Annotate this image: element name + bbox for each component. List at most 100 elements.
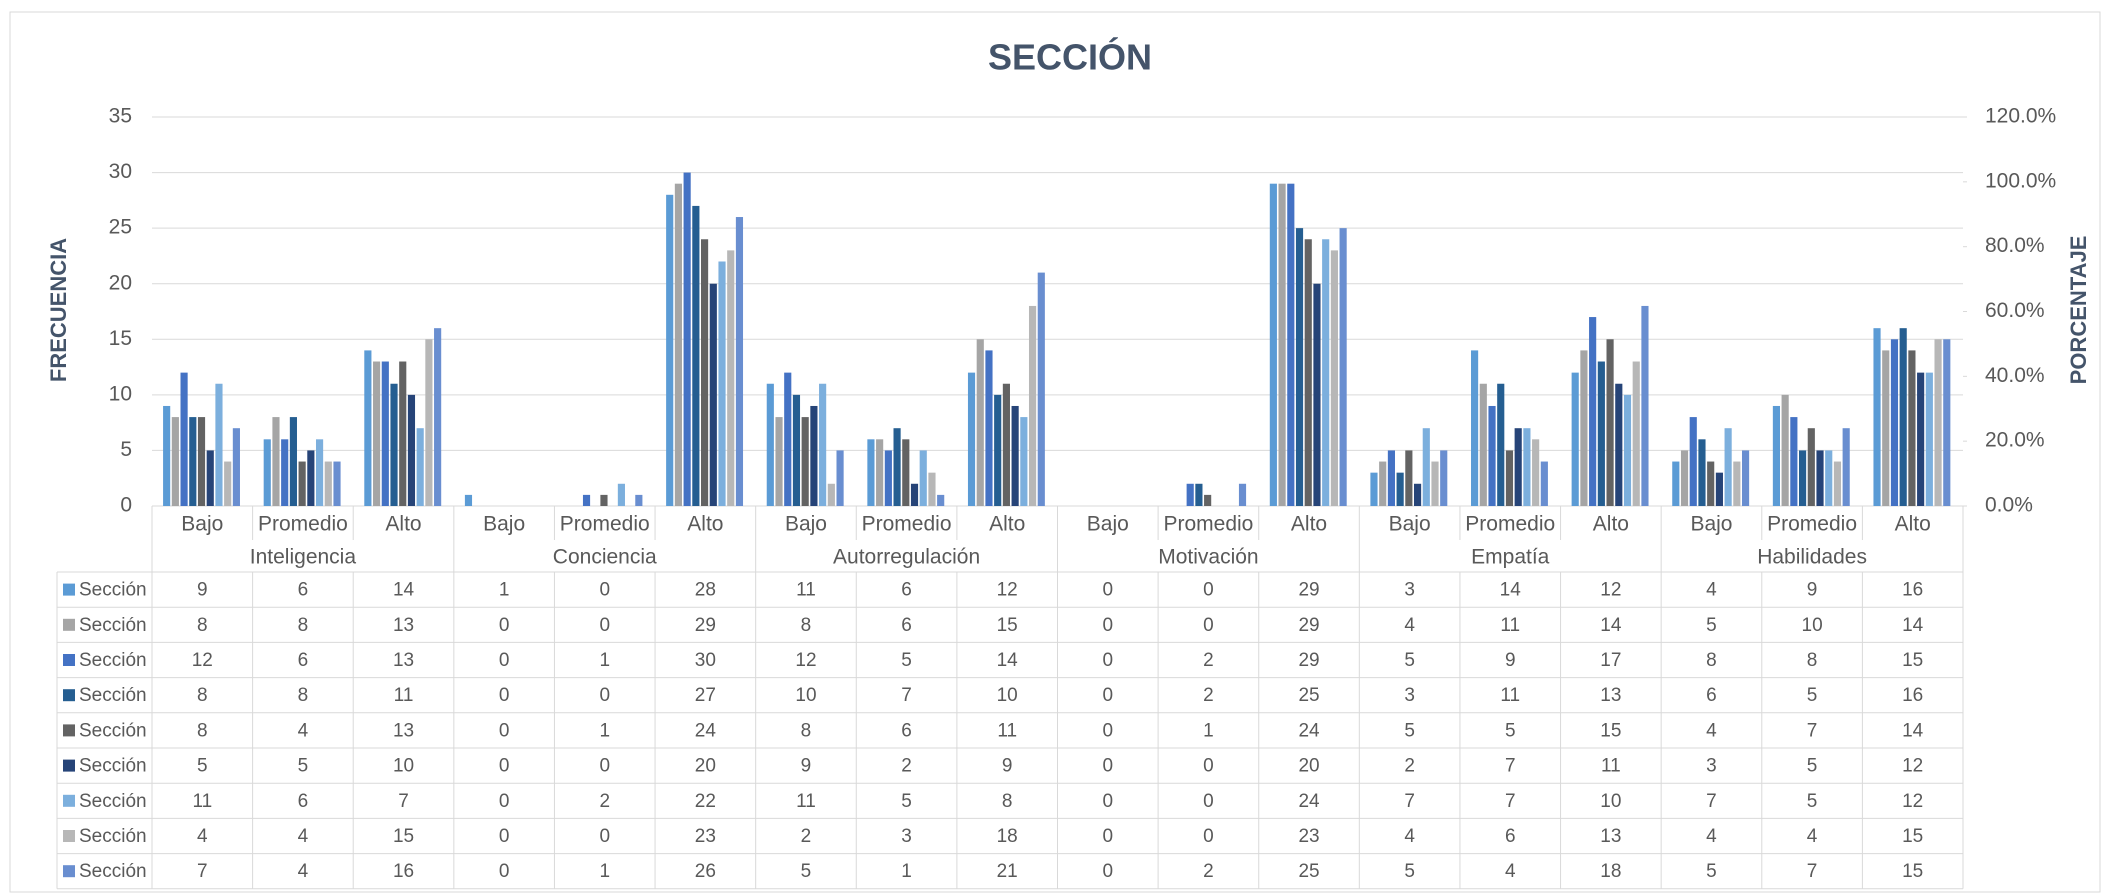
bar	[1833, 461, 1842, 506]
table-value: 11	[394, 685, 414, 706]
bar	[876, 439, 884, 506]
table-value: 0	[1103, 685, 1114, 706]
bar	[709, 283, 717, 506]
bar	[307, 450, 315, 506]
table-value: 30	[695, 650, 716, 671]
table-value: 20	[1298, 756, 1319, 777]
table-value: 29	[695, 615, 716, 636]
bar	[692, 205, 700, 506]
table-value: 14	[1902, 615, 1924, 636]
table-value: 24	[1298, 720, 1320, 741]
table-value: 3	[1404, 685, 1415, 706]
bar	[298, 461, 306, 506]
table-value: 2	[1203, 861, 1214, 882]
bar	[836, 450, 844, 506]
bar	[1698, 439, 1706, 506]
table-value: 7	[901, 685, 912, 706]
bar	[197, 417, 206, 506]
table-value: 8	[197, 720, 208, 741]
table-value: 6	[901, 580, 912, 601]
table-value: 0	[1103, 791, 1114, 812]
bar	[994, 394, 1002, 506]
table-value: 29	[1298, 650, 1319, 671]
bar	[1842, 428, 1850, 506]
table-value: 4	[1706, 720, 1717, 741]
bar	[1606, 339, 1614, 506]
chart-title: SECCIÓN	[988, 36, 1152, 78]
table-value: 18	[997, 826, 1018, 847]
y2-tick-label: 60.0%	[1985, 299, 2045, 322]
table-value: 2	[1203, 650, 1214, 671]
bar	[180, 372, 188, 506]
table-value: 0	[599, 826, 610, 847]
table-value: 5	[1706, 861, 1717, 882]
table-value: 29	[1298, 580, 1319, 601]
x-tick-label: Promedio	[1767, 513, 1857, 536]
table-value: 13	[393, 650, 414, 671]
bar	[315, 439, 324, 506]
table-value: 4	[1505, 861, 1516, 882]
x-tick-label: Alto	[1291, 513, 1327, 536]
x-tick-label: Alto	[385, 513, 421, 536]
group-label: Conciencia	[553, 546, 657, 569]
table-value: 23	[1298, 826, 1319, 847]
bar	[1790, 417, 1798, 506]
table-value: 14	[1600, 615, 1622, 636]
y2-axis-title: PORCENTAJE	[2066, 236, 2091, 385]
group-label: Habilidades	[1757, 546, 1867, 569]
bar	[967, 372, 976, 506]
table-value: 9	[1505, 650, 1516, 671]
legend-key	[63, 689, 75, 702]
bar	[1304, 239, 1312, 506]
bar	[735, 217, 744, 506]
bar	[1615, 383, 1623, 506]
y-tick-label: 20	[109, 271, 132, 294]
table-value: 0	[1103, 756, 1114, 777]
table-value: 5	[197, 756, 208, 777]
y-tick-label: 15	[109, 327, 132, 350]
table-value: 16	[393, 861, 414, 882]
bar	[1514, 428, 1522, 506]
bar	[792, 394, 801, 506]
bar	[1597, 361, 1605, 506]
table-value: 15	[1902, 861, 1923, 882]
table-value: 11	[796, 791, 816, 812]
table-value: 7	[1807, 720, 1818, 741]
y-tick-label: 0	[120, 494, 132, 517]
group-label: Motivación	[1158, 546, 1258, 569]
table-value: 0	[499, 791, 510, 812]
bar	[582, 494, 591, 506]
bar	[1943, 339, 1951, 506]
table-value: 15	[1600, 720, 1621, 741]
table-value: 13	[393, 720, 414, 741]
table-value: 2	[801, 826, 812, 847]
table-value: 0	[499, 615, 510, 636]
table-value: 22	[695, 791, 716, 812]
table-value: 0	[599, 615, 610, 636]
table-value: 7	[1404, 791, 1415, 812]
bar	[1037, 272, 1045, 506]
table-value: 21	[997, 861, 1018, 882]
bar	[600, 494, 608, 506]
bar	[1925, 372, 1933, 506]
table-value: 7	[197, 861, 208, 882]
table-value: 0	[1103, 650, 1114, 671]
bar	[937, 494, 945, 506]
table-value: 14	[997, 650, 1019, 671]
table-value: 0	[499, 861, 510, 882]
table-value: 5	[1706, 615, 1717, 636]
table-value: 4	[298, 720, 309, 741]
table-value: 1	[901, 861, 912, 882]
bar	[1330, 250, 1338, 506]
table-value: 13	[1600, 826, 1621, 847]
bar	[1781, 394, 1789, 506]
table-value: 0	[1203, 580, 1214, 601]
table-value: 16	[1902, 685, 1923, 706]
table-value: 8	[197, 685, 208, 706]
y-tick-label: 10	[109, 382, 132, 405]
x-tick-label: Bajo	[1087, 513, 1129, 536]
bar	[1186, 483, 1194, 506]
table-value: 0	[1203, 756, 1214, 777]
table-value: 0	[499, 756, 510, 777]
legend-key	[63, 654, 75, 666]
